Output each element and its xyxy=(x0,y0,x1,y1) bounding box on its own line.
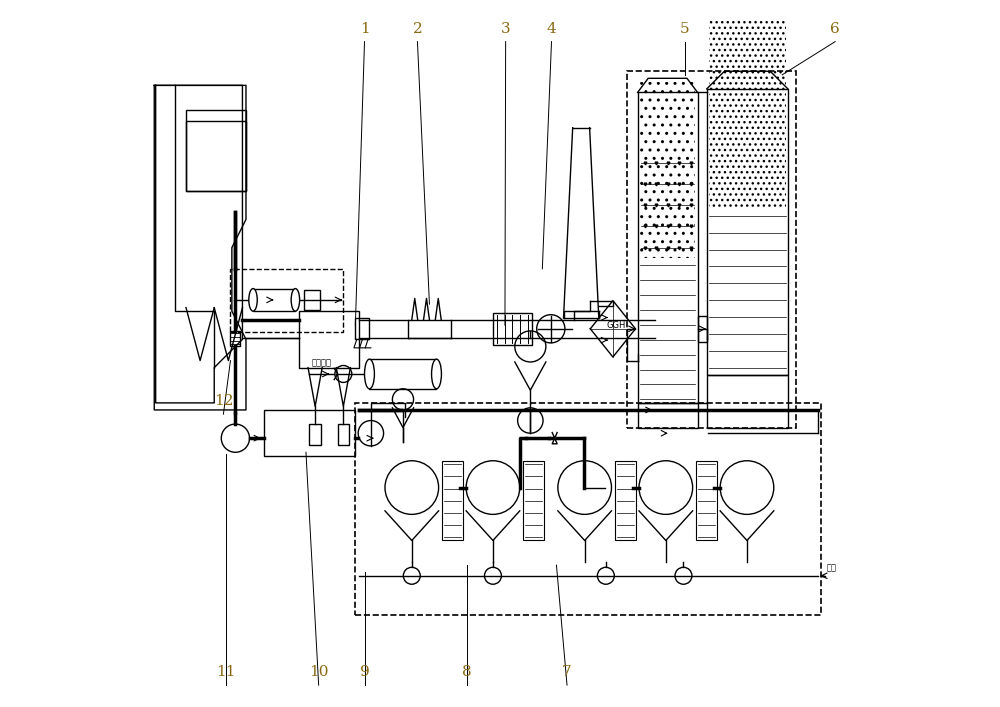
Bar xyxy=(523,461,544,540)
Bar xyxy=(253,288,295,311)
Text: 12: 12 xyxy=(214,395,233,409)
Text: 2: 2 xyxy=(413,22,422,36)
Text: 1: 1 xyxy=(360,22,369,36)
Bar xyxy=(638,93,698,403)
Text: 5: 5 xyxy=(680,22,690,36)
Bar xyxy=(696,461,717,540)
Text: GGH: GGH xyxy=(607,321,626,329)
Bar xyxy=(186,121,246,191)
Bar xyxy=(709,18,786,209)
Text: 6: 6 xyxy=(830,22,840,36)
Bar xyxy=(299,311,359,368)
Ellipse shape xyxy=(365,359,374,389)
Bar xyxy=(264,410,355,456)
Ellipse shape xyxy=(249,288,257,311)
Ellipse shape xyxy=(291,288,300,311)
Bar xyxy=(355,318,369,339)
Text: 7: 7 xyxy=(562,665,572,679)
Bar xyxy=(338,424,349,445)
Bar xyxy=(627,71,796,428)
Text: 4: 4 xyxy=(547,22,556,36)
Bar xyxy=(638,403,698,428)
Bar xyxy=(442,461,463,540)
Text: 10: 10 xyxy=(309,665,328,679)
Bar xyxy=(230,331,240,346)
Text: 3: 3 xyxy=(501,22,510,36)
Bar xyxy=(640,82,695,258)
Bar xyxy=(355,403,821,614)
Bar xyxy=(493,313,532,345)
Bar xyxy=(186,110,246,191)
Text: 废水: 废水 xyxy=(827,563,837,572)
Text: 冷凝水罐: 冷凝水罐 xyxy=(311,358,331,368)
Text: 8: 8 xyxy=(462,665,472,679)
Text: 11: 11 xyxy=(216,665,236,679)
Ellipse shape xyxy=(432,359,441,389)
Bar xyxy=(369,359,436,389)
Bar xyxy=(230,269,343,332)
Bar xyxy=(309,424,321,445)
Bar xyxy=(707,375,788,428)
Bar xyxy=(304,290,320,310)
Bar xyxy=(615,461,636,540)
Text: 9: 9 xyxy=(360,665,369,679)
Bar xyxy=(707,89,788,375)
Bar xyxy=(698,316,707,341)
